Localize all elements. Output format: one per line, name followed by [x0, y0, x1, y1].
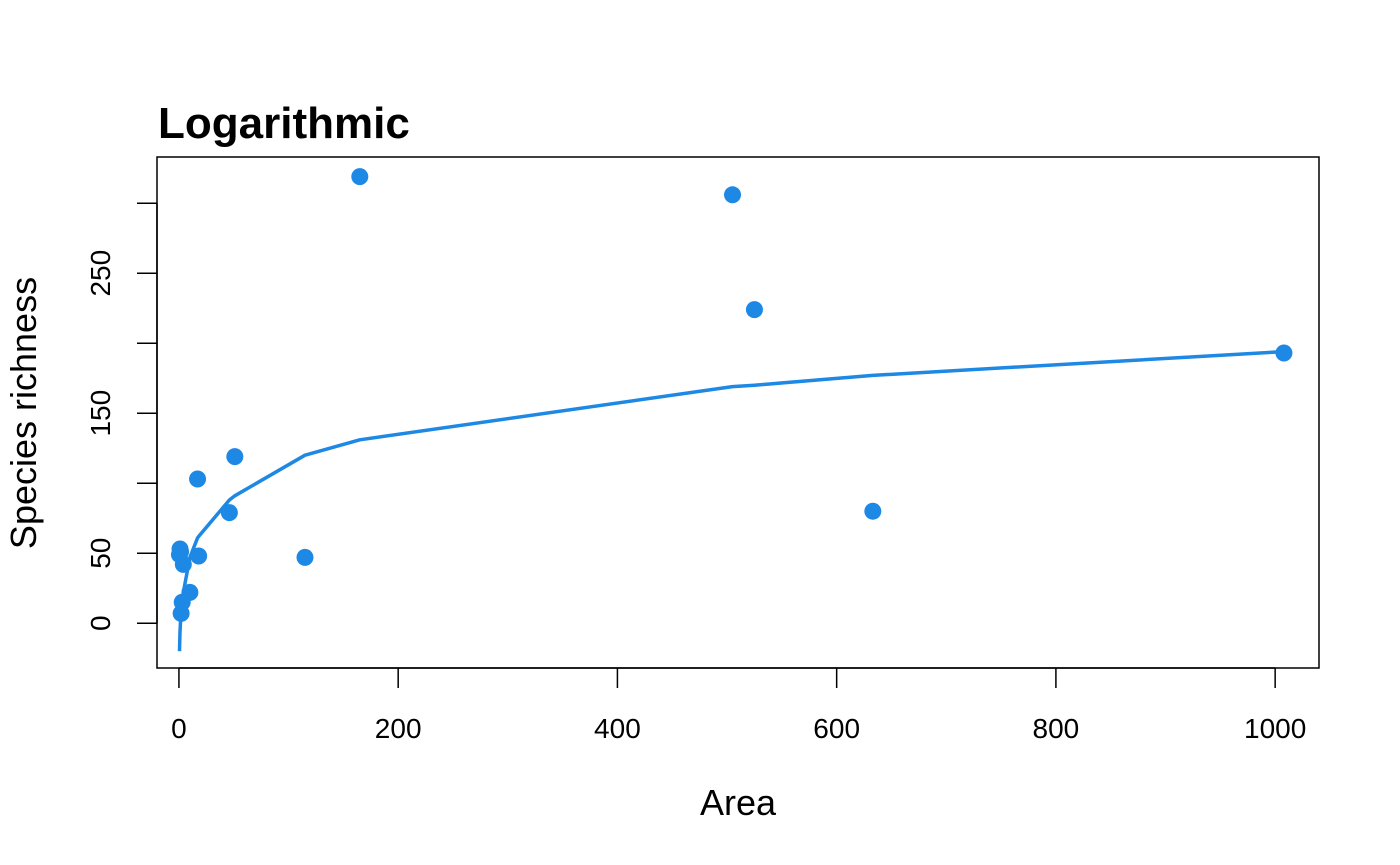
data-point	[189, 470, 207, 488]
fit-line	[177, 349, 1285, 652]
x-tick-label: 1000	[1244, 713, 1306, 744]
data-point	[296, 548, 314, 566]
data-point	[745, 301, 763, 319]
x-axis-label: Area	[700, 782, 777, 823]
x-tick-label: 400	[594, 713, 641, 744]
data-point	[174, 555, 192, 573]
data-point	[724, 186, 742, 204]
x-tick-label: 800	[1033, 713, 1080, 744]
data-point	[220, 504, 238, 522]
y-axis: 0 50 150 250	[85, 202, 158, 631]
data-point	[1275, 344, 1293, 362]
chart-title: Logarithmic	[158, 99, 410, 148]
data-point	[226, 448, 244, 466]
x-tick-label: 0	[171, 713, 187, 744]
y-tick-label: 50	[85, 538, 116, 569]
y-axis-label: Species richness	[3, 277, 44, 549]
data-point	[864, 502, 882, 520]
x-tick-label: 200	[375, 713, 422, 744]
data-point	[190, 547, 208, 565]
y-tick-label: 250	[85, 250, 116, 297]
y-tick-label: 150	[85, 390, 116, 437]
y-tick-label: 0	[85, 615, 116, 631]
fit-line-layer	[177, 349, 1285, 652]
data-point	[351, 168, 369, 186]
x-tick-label: 600	[813, 713, 860, 744]
data-point	[181, 583, 199, 601]
x-axis: 0 200 400 600 800 1000	[171, 667, 1306, 744]
data-points-layer	[170, 168, 1293, 622]
plot-frame	[156, 156, 1320, 669]
